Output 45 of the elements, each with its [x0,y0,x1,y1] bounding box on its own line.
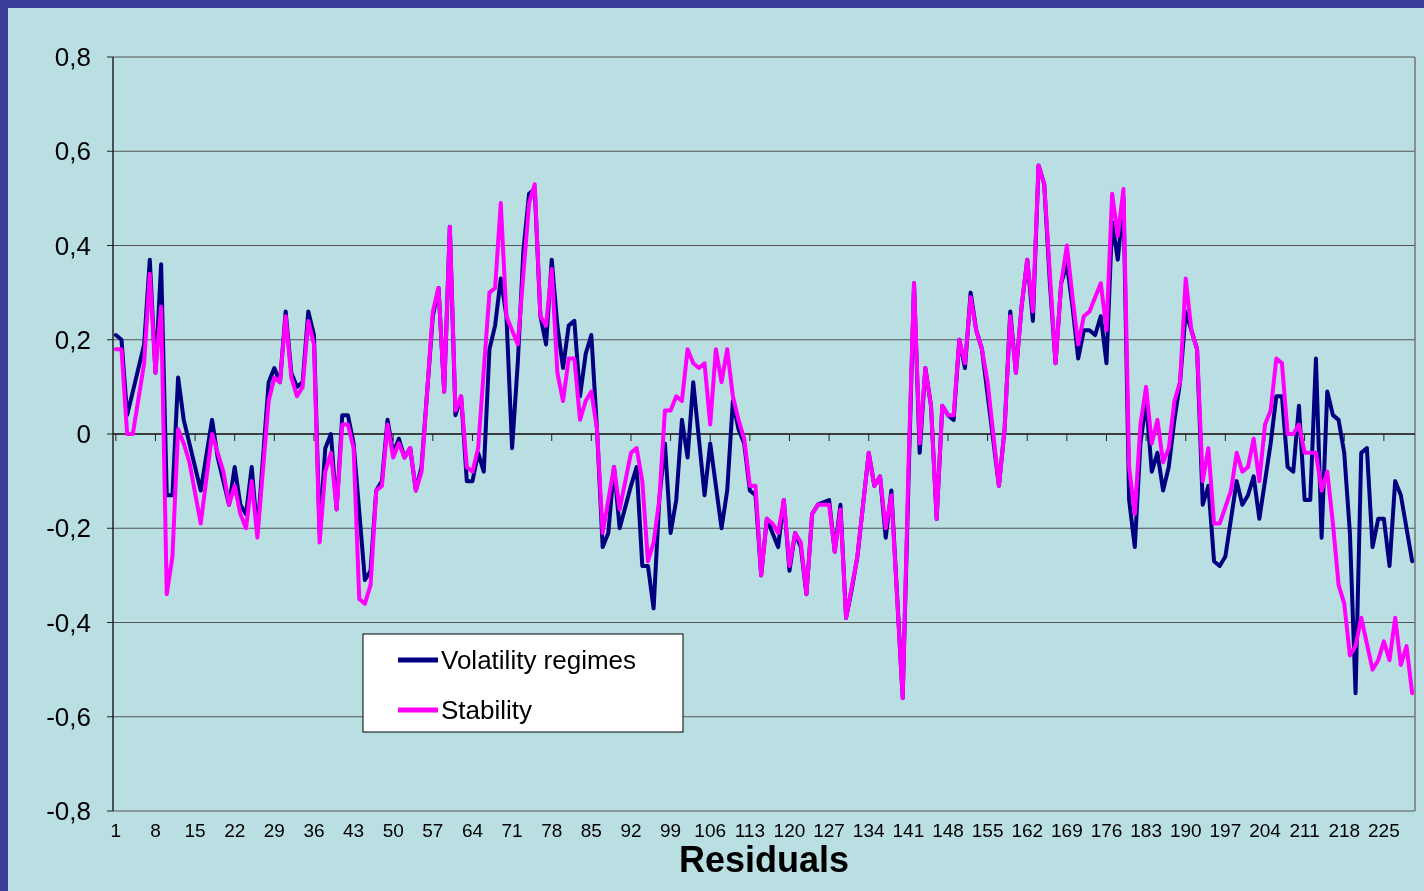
x-tick-label: 71 [501,820,523,841]
x-tick-label: 148 [932,820,964,841]
x-tick-label: 99 [660,820,682,841]
x-tick-label: 78 [541,820,563,841]
x-tick-label: 183 [1130,820,1162,841]
x-tick-label: 218 [1328,820,1361,841]
y-tick-label: 0,8 [54,42,91,72]
y-tick-label: 0 [76,419,91,449]
x-tick-label: 211 [1289,820,1320,841]
x-tick-label: 197 [1209,820,1242,841]
x-tick-label: 204 [1249,820,1282,841]
y-tick-label: 0,4 [54,230,91,261]
x-tick-label: 43 [343,820,365,841]
x-tick-label: 127 [813,820,845,841]
legend-label: Stability [441,695,533,725]
x-tick-label: 225 [1368,820,1400,841]
x-tick-label: 141 [892,820,925,841]
x-tick-label: 92 [620,820,642,841]
x-tick-label: 8 [150,820,161,841]
y-tick-label: 0,2 [54,324,91,355]
x-tick-label: 106 [694,820,727,841]
legend-label: Volatility regimes [441,645,637,675]
x-tick-label: 29 [263,820,285,841]
x-tick-label: 85 [580,820,602,841]
x-tick-label: 36 [303,820,325,841]
x-tick-label: 176 [1090,820,1123,841]
x-tick-label: 22 [224,820,246,841]
x-tick-label: 120 [773,820,806,841]
x-tick-label: 162 [1011,820,1044,841]
x-axis-title: Residuals [678,839,850,880]
y-tick-label: -0,2 [46,513,91,544]
y-tick-label: 0,6 [54,136,91,167]
x-tick-label: 113 [734,820,765,841]
y-tick-label: -0,6 [46,701,91,732]
x-tick-label: 15 [184,820,206,841]
y-tick-label: -0,8 [46,796,91,826]
x-tick-label: 1 [110,820,122,841]
x-tick-label: 50 [382,820,404,841]
x-tick-label: 64 [461,820,484,841]
x-tick-label: 169 [1051,820,1083,841]
x-tick-label: 134 [852,820,886,841]
x-tick-label: 57 [422,820,444,841]
x-tick-label: 190 [1169,820,1202,841]
x-tick-label: 155 [971,820,1004,841]
y-tick-label: -0,4 [46,607,91,638]
